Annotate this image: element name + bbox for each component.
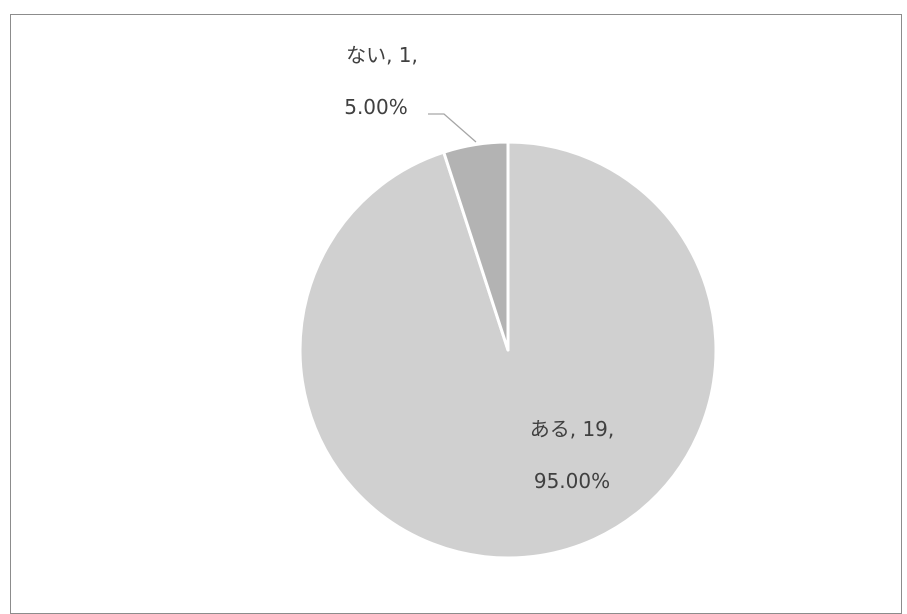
data-label-nai-line1: ない, 1, bbox=[346, 43, 418, 67]
data-label-aru-line1: ある, 19, bbox=[530, 417, 615, 441]
pie-slice-nai bbox=[442, 140, 510, 352]
pie-slices bbox=[298, 140, 718, 560]
leader-line-nai bbox=[428, 113, 477, 143]
data-label-aru-line2: 95.00% bbox=[534, 469, 610, 493]
data-label-nai-line2: 5.00% bbox=[344, 95, 408, 119]
